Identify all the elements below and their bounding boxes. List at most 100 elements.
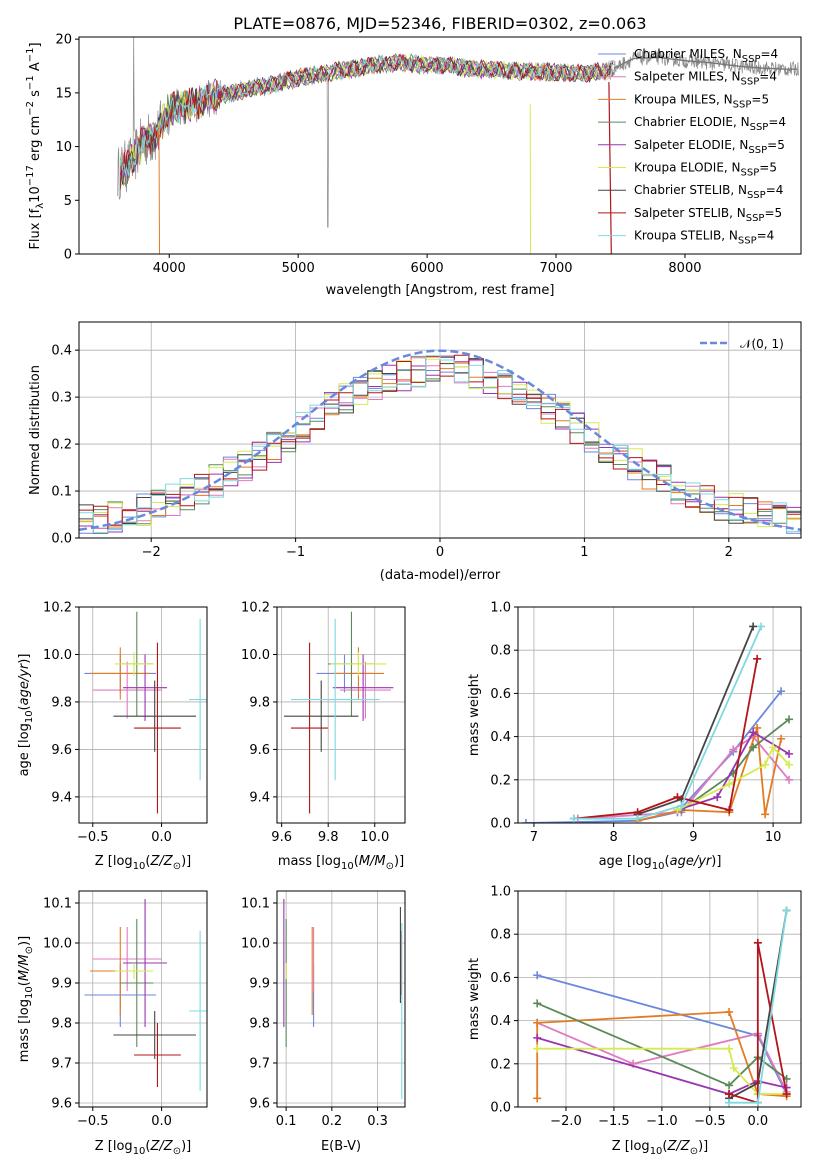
y-tick-label: 9.8 xyxy=(51,695,72,710)
errorbar-point xyxy=(114,652,154,676)
y-tick-label: 0.0 xyxy=(51,532,72,547)
y-tick-label: 9.4 xyxy=(51,790,72,805)
y-tick-label: 20 xyxy=(55,33,72,48)
series-line-salpeter-elodie xyxy=(536,1037,787,1095)
x-tick-label: −0.5 xyxy=(694,1114,726,1129)
y-tick-label: 0.4 xyxy=(490,1014,511,1029)
series-marker xyxy=(533,1094,542,1103)
x-tick-label: 8 xyxy=(610,830,618,845)
y-tick-label: 10 xyxy=(55,140,72,155)
x-tick-label: 5000 xyxy=(282,261,315,276)
series-marker xyxy=(633,814,642,823)
spectrum-model-tail xyxy=(613,56,798,70)
plot-area xyxy=(283,611,394,814)
errorbar-point xyxy=(399,907,401,1003)
plot-area xyxy=(521,622,794,823)
x-tick-label: 0.2 xyxy=(322,1114,343,1129)
series-line-chabrier-miles xyxy=(525,690,782,823)
y-tick-label: 0.6 xyxy=(490,687,511,702)
panel-mass_vs_ebv: 0.1 0.2 0.3 9.6 9.7 9.8 9.9 10.0 10.1 E(B-V) xyxy=(241,890,406,1154)
errorbar-point xyxy=(285,963,287,979)
series-marker xyxy=(749,622,758,631)
series-marker xyxy=(569,814,578,823)
series-marker xyxy=(713,793,722,802)
x-tick-label: 9.8 xyxy=(318,830,339,845)
y-tick-label: 0.8 xyxy=(490,644,511,659)
y-tick-label: 0.2 xyxy=(490,773,511,788)
errorbar-point xyxy=(332,654,394,721)
y-tick-label: 9.9 xyxy=(249,977,270,992)
y-axis-label: mass [log10(M/M⊙)] xyxy=(17,936,35,1062)
y-tick-label: 10.2 xyxy=(241,601,270,616)
series-marker xyxy=(769,743,778,752)
y-tick-label: 10.2 xyxy=(43,601,72,616)
errorbar-point xyxy=(92,927,162,991)
series-marker xyxy=(673,793,682,802)
legend-label: Salpeter ELODIE, NSSP=5 xyxy=(634,138,785,156)
x-axis-label: Z [log10(Z/Z⊙)] xyxy=(612,1139,709,1157)
y-tick-label: 9.9 xyxy=(51,977,72,992)
series-marker xyxy=(753,723,762,732)
spectrum-model-kroupa-stelib xyxy=(119,53,614,176)
spectrum-model-salpeter-stelib xyxy=(119,53,614,186)
series-marker xyxy=(725,1090,734,1099)
errorbar-point xyxy=(113,1011,196,1059)
spectrum-drop xyxy=(608,82,612,254)
series-marker xyxy=(729,745,738,754)
errorbar-point xyxy=(283,899,285,1027)
series-marker xyxy=(785,775,794,784)
errorbar-point xyxy=(311,927,313,1015)
plot-area xyxy=(84,611,207,814)
x-tick-label: −2 xyxy=(142,545,161,560)
series-marker xyxy=(785,749,794,758)
series-marker xyxy=(533,1033,542,1042)
legend-label: Chabrier STELIB, NSSP=4 xyxy=(634,183,783,201)
y-tick-label: 0.6 xyxy=(490,971,511,986)
series-marker xyxy=(729,1064,738,1073)
axes-frame xyxy=(517,606,802,824)
plot-area xyxy=(84,899,207,1091)
errorbar-point xyxy=(114,963,154,979)
series-marker xyxy=(785,715,794,724)
series-marker xyxy=(753,654,762,663)
x-axis-label: Z [log10(Z/Z⊙)] xyxy=(95,1139,192,1157)
errorbar-point xyxy=(90,647,151,700)
x-tick-label: 0.0 xyxy=(151,830,172,845)
x-tick-label: 9.6 xyxy=(271,830,292,845)
errorbar-point xyxy=(134,1023,181,1087)
y-axis-label: Flux [fλ10−17 erg cm−2 s−1 A−1] xyxy=(25,42,46,249)
series-marker xyxy=(777,687,786,696)
errorbar-point xyxy=(285,919,287,1047)
x-axis-label: E(B-V) xyxy=(321,1139,361,1154)
y-tick-label: 0 xyxy=(64,248,72,263)
x-tick-label: 0 xyxy=(436,545,444,560)
errorbar-point xyxy=(189,618,207,781)
spectrum-drop xyxy=(158,125,161,254)
y-tick-label: 0.2 xyxy=(51,438,72,453)
series-marker xyxy=(725,1081,734,1090)
y-tick-label: 1.0 xyxy=(490,601,511,616)
spectrum-model-chabrier-stelib xyxy=(119,55,614,190)
legend-label: Kroupa ELODIE, NSSP=5 xyxy=(634,161,777,179)
errorbar-point xyxy=(330,652,387,676)
series-line-salpeter-elodie xyxy=(677,731,790,811)
spectrum-model-chabrier-elodie xyxy=(119,53,614,184)
errorbar-point xyxy=(113,680,196,752)
y-tick-label: 9.8 xyxy=(249,695,270,710)
x-tick-label: 0.0 xyxy=(747,1114,768,1129)
legend-residual: 𝒩(0, 1) xyxy=(700,337,784,351)
plot-area xyxy=(117,37,799,254)
y-tick-label: 9.6 xyxy=(249,743,270,758)
x-axis-label: Z [log10(Z/Z⊙)] xyxy=(95,854,192,872)
errorbar-point xyxy=(123,654,168,721)
plot-area xyxy=(533,906,791,1107)
series-marker xyxy=(757,622,766,631)
series-line-kroupa-miles xyxy=(637,727,782,822)
y-tick-label: 9.6 xyxy=(51,1097,72,1112)
x-axis-label: wavelength [Angstrom, rest frame] xyxy=(326,283,555,298)
y-tick-label: 9.8 xyxy=(51,1017,72,1032)
x-tick-label: 9 xyxy=(689,830,697,845)
y-tick-label: 0.1 xyxy=(51,485,72,500)
x-tick-label: 2 xyxy=(725,545,733,560)
series-line-chabrier-stelib xyxy=(637,626,755,816)
